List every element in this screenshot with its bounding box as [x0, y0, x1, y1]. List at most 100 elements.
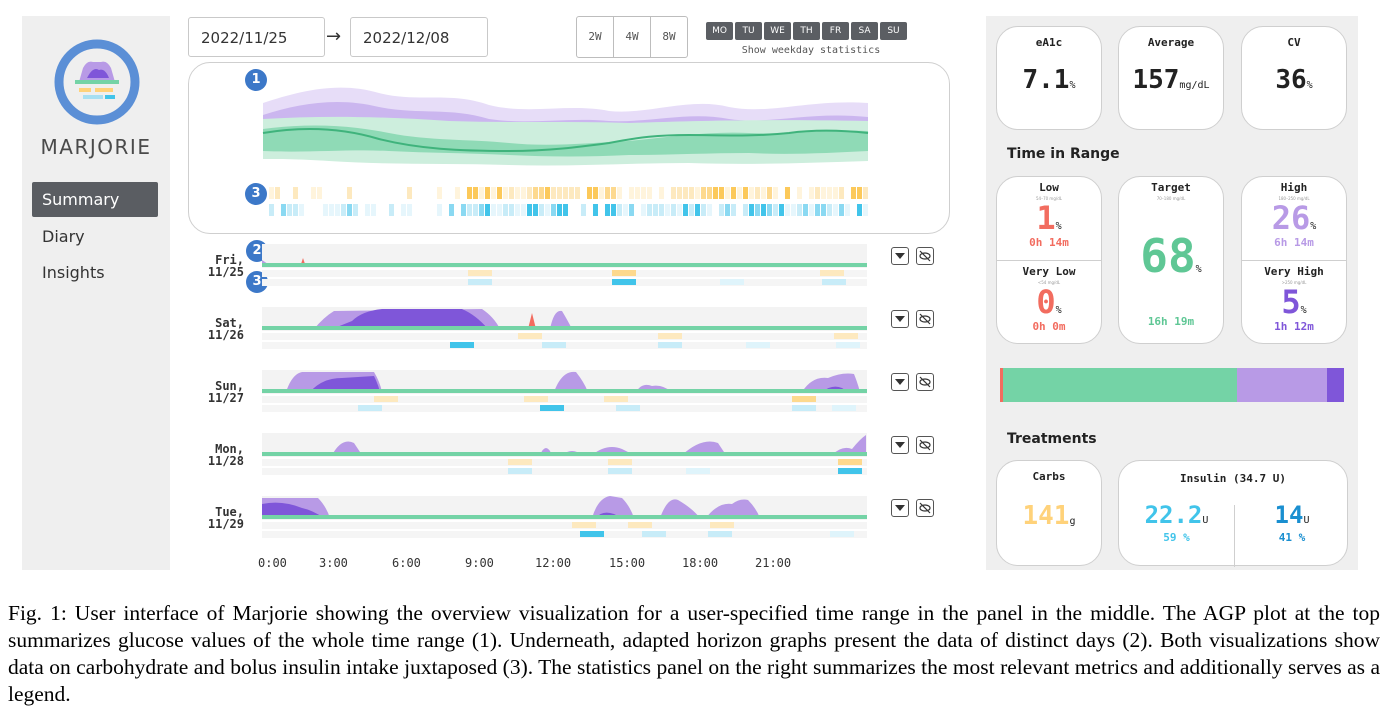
expand-dropdown-button[interactable] [891, 310, 909, 328]
high-label: High [1280, 181, 1308, 194]
range-4w-button[interactable]: 4W [614, 17, 651, 57]
agp-carbs-cell [593, 187, 598, 199]
agp-insulin-cell [521, 204, 526, 216]
agp-carbs-cell [677, 187, 682, 199]
weekday-tu-button[interactable]: TU [735, 22, 762, 40]
agp-insulin-cell [437, 204, 442, 216]
agp-insulin-cell [467, 204, 472, 216]
agp-insulin-cell [743, 204, 748, 216]
range-8w-button[interactable]: 8W [662, 30, 676, 43]
agp-carbs-cell [821, 187, 826, 199]
agp-carbs-cell [713, 187, 718, 199]
agp-insulin-cell [287, 204, 292, 216]
target-time: 16h 19m [1147, 315, 1195, 328]
very-low-value: 0 [1036, 283, 1056, 321]
agp-carbs-cell [599, 187, 604, 199]
chevron-down-icon [895, 316, 905, 322]
agp-insulin-cell [293, 204, 298, 216]
agp-insulin-cell [581, 204, 586, 216]
agp-carbs-cell [737, 187, 742, 199]
agp-insulin-cell [647, 204, 652, 216]
hide-day-button[interactable] [916, 310, 934, 328]
hide-day-button[interactable] [916, 499, 934, 517]
low-time: 0h 14m [1029, 236, 1069, 249]
day-graph-tue [262, 496, 867, 538]
basal-unit: U [1303, 515, 1310, 526]
agp-insulin-cell [545, 204, 550, 216]
agp-carbs-cell [725, 187, 730, 199]
very-low-range-sub: <54 mg/dL [1037, 280, 1061, 285]
expand-dropdown-button[interactable] [891, 436, 909, 454]
agp-carbs-cell [629, 187, 634, 199]
agp-carbs-cell [635, 187, 640, 199]
agp-insulin-cell [803, 204, 808, 216]
agp-insulin-cell [353, 204, 358, 216]
agp-insulin-cell [551, 204, 556, 216]
expand-dropdown-button[interactable] [891, 499, 909, 517]
agp-carbs-cell [545, 187, 550, 199]
hide-day-button[interactable] [916, 247, 934, 265]
agp-carbs-cell [473, 187, 478, 199]
day-date: 11/25 [207, 265, 244, 279]
agp-carbs-cell [815, 187, 820, 199]
range-2w-button[interactable]: 2W [577, 17, 614, 57]
agp-insulin-cell [773, 204, 778, 216]
tir-bar-very-high [1326, 368, 1344, 402]
day-date: 11/29 [207, 517, 244, 531]
sidebar-item-insights[interactable]: Insights [42, 263, 105, 282]
chevron-down-icon [895, 253, 905, 259]
agp-carbs-cell [293, 187, 298, 199]
day-date: 11/27 [207, 391, 244, 405]
agp-insulin-cell [611, 204, 616, 216]
agp-insulin-cell [755, 204, 760, 216]
sidebar: MARJORIE Summary Diary Insights [22, 16, 170, 570]
sidebar-item-summary[interactable]: Summary [32, 182, 158, 217]
very-high-time: 1h 12m [1274, 320, 1314, 333]
low-label: Low [1039, 181, 1059, 194]
weekday-we-button[interactable]: WE [764, 22, 791, 40]
target-value: 68 [1140, 229, 1196, 283]
agp-carbs-cell [467, 187, 472, 199]
eye-off-icon [919, 250, 931, 262]
marker-3-badge-agp: 3 [245, 183, 267, 205]
agp-insulin-cell [863, 204, 868, 216]
sidebar-item-diary[interactable]: Diary [42, 227, 85, 246]
time-tick: 3:00 [319, 556, 348, 570]
eye-off-icon [919, 502, 931, 514]
weekday-mo-button[interactable]: MO [706, 22, 733, 40]
weekday-sa-button[interactable]: SA [851, 22, 878, 40]
app-logo-icon [54, 39, 140, 125]
agp-carbs-cell [701, 187, 706, 199]
expand-dropdown-button[interactable] [891, 373, 909, 391]
agp-insulin-cell [617, 204, 622, 216]
hide-day-button[interactable] [916, 373, 934, 391]
day-date: 11/28 [207, 454, 244, 468]
very-high-range-sub: >250 mg/dL [1281, 280, 1307, 285]
agp-insulin-cell [401, 204, 406, 216]
agp-carbs-cell [551, 187, 556, 199]
weekday-fr-button[interactable]: FR [822, 22, 849, 40]
start-date-input[interactable]: 2022/11/25 [188, 17, 325, 57]
agp-carbs-cell [485, 187, 490, 199]
agp-insulin-cell [665, 204, 670, 216]
very-high-unit: % [1300, 305, 1307, 316]
agp-carbs-cell [347, 187, 352, 199]
eye-off-icon [919, 313, 931, 325]
weekday-th-button[interactable]: TH [793, 22, 820, 40]
agp-insulin-cell [731, 204, 736, 216]
figure-caption: Fig. 1: User interface of Marjorie showi… [8, 601, 1380, 706]
eye-off-icon [919, 376, 931, 388]
expand-dropdown-button[interactable] [891, 247, 909, 265]
very-low-unit: % [1055, 305, 1062, 316]
hide-day-button[interactable] [916, 436, 934, 454]
agp-insulin-cell [791, 204, 796, 216]
agp-insulin-cell [629, 204, 634, 216]
agp-carbs-cell [689, 187, 694, 199]
agp-carbs-cell [539, 187, 544, 199]
weekday-su-button[interactable]: SU [880, 22, 907, 40]
eye-off-icon [919, 439, 931, 451]
agp-insulin-cell [707, 204, 712, 216]
weekday-caption: Show weekday statistics [741, 45, 881, 56]
end-date-input[interactable]: 2022/12/08 [350, 17, 488, 57]
agp-insulin-cell [299, 204, 304, 216]
